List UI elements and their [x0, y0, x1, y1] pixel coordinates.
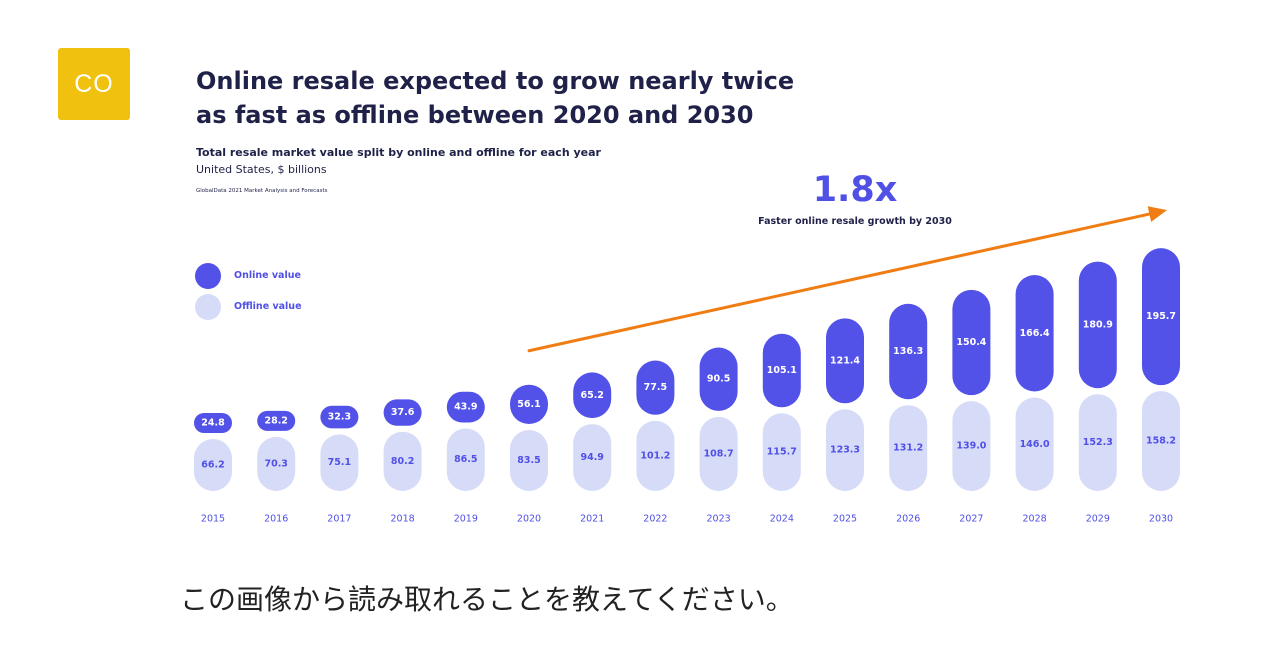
chart-subtitle: Total resale market value split by onlin…	[196, 146, 601, 159]
bar-offline-2029	[1078, 394, 1117, 491]
bar-online-2027	[952, 289, 991, 396]
bar-online-2020	[510, 384, 548, 425]
x-tick-2018: 2018	[391, 514, 415, 525]
legend-label-offline: Offline value	[234, 301, 302, 312]
label-online-2025: 121.4	[830, 355, 860, 366]
label-offline-2024: 115.7	[767, 447, 797, 458]
label-offline-2030: 158.2	[1146, 436, 1176, 447]
label-online-2018: 37.6	[391, 407, 415, 418]
x-tick-2030: 2030	[1149, 514, 1173, 525]
bar-online-2028	[1015, 275, 1054, 392]
label-offline-2022: 101.2	[640, 450, 670, 461]
bar-offline-2028	[1015, 397, 1054, 491]
x-tick-2023: 2023	[707, 514, 731, 525]
bar-online-2023	[699, 347, 738, 411]
label-online-2021: 65.2	[580, 390, 603, 401]
label-online-2028: 166.4	[1020, 328, 1050, 339]
label-offline-2015: 66.2	[201, 460, 224, 471]
bar-online-2029	[1078, 261, 1117, 389]
label-offline-2029: 152.3	[1083, 437, 1113, 448]
growth-multiplier: 1.8x	[812, 170, 898, 210]
bar-online-2017	[320, 405, 359, 429]
bar-online-2030	[1142, 248, 1180, 386]
chart-source: GlobalData 2021 Market Analysis and Fore…	[196, 188, 328, 194]
user-question: この画像から読み取れることを教えてください。	[180, 583, 794, 616]
bar-offline-2024	[762, 413, 801, 491]
label-offline-2025: 123.3	[830, 445, 860, 456]
x-tick-2019: 2019	[454, 514, 478, 525]
bar-offline-2020	[510, 430, 548, 491]
bar-online-2015	[194, 413, 232, 433]
label-online-2016: 28.2	[264, 415, 287, 426]
label-online-2017: 32.3	[328, 412, 351, 423]
legend-label-online: Online value	[234, 270, 301, 281]
label-online-2023: 90.5	[707, 374, 730, 385]
x-tick-2029: 2029	[1086, 514, 1110, 525]
label-online-2030: 195.7	[1146, 311, 1176, 322]
label-offline-2023: 108.7	[704, 448, 734, 459]
x-tick-2026: 2026	[896, 514, 920, 525]
bar-online-2024	[762, 333, 801, 408]
bar-offline-2027	[952, 401, 991, 491]
label-online-2019: 43.9	[454, 402, 477, 413]
label-offline-2019: 86.5	[454, 454, 477, 465]
x-tick-2016: 2016	[264, 514, 288, 525]
x-tick-2021: 2021	[580, 514, 604, 525]
label-online-2015: 24.8	[201, 418, 225, 429]
bar-online-2026	[889, 303, 928, 400]
bar-offline-2025	[826, 409, 864, 491]
x-tick-2028: 2028	[1023, 514, 1047, 525]
bar-online-2022	[636, 360, 675, 415]
label-offline-2020: 83.5	[517, 455, 540, 466]
bar-offline-2030	[1142, 391, 1180, 491]
label-online-2022: 77.5	[644, 382, 667, 393]
label-offline-2021: 94.9	[580, 452, 603, 463]
chart-units: United States, $ billions	[196, 163, 327, 176]
bar-offline-2018	[383, 431, 422, 491]
label-offline-2016: 70.3	[264, 458, 287, 469]
bar-online-2021	[573, 372, 612, 419]
bar-offline-2017	[320, 434, 359, 491]
x-tick-2027: 2027	[959, 514, 983, 525]
label-offline-2017: 75.1	[328, 457, 351, 468]
bar-online-2025	[826, 318, 864, 404]
label-offline-2018: 80.2	[391, 456, 414, 467]
label-offline-2026: 131.2	[893, 443, 923, 454]
bar-offline-2021	[573, 424, 612, 491]
x-tick-2015: 2015	[201, 514, 225, 525]
legend-swatch-online	[195, 263, 221, 289]
user-avatar: CO	[58, 48, 130, 120]
bar-offline-2019	[446, 428, 485, 491]
label-online-2027: 150.4	[956, 337, 986, 348]
label-offline-2028: 146.0	[1020, 439, 1050, 450]
bar-offline-2015	[194, 439, 232, 491]
bar-online-2016	[257, 410, 296, 431]
legend-swatch-offline	[195, 294, 221, 320]
x-tick-2025: 2025	[833, 514, 857, 525]
label-online-2020: 56.1	[517, 399, 540, 410]
x-tick-2022: 2022	[643, 514, 667, 525]
growth-caption: Faster online resale growth by 2030	[758, 216, 952, 227]
label-online-2029: 180.9	[1083, 319, 1113, 330]
bar-offline-2023	[699, 416, 738, 491]
trend-arrow-head	[1147, 206, 1167, 222]
bar-offline-2016	[257, 436, 296, 491]
bar-offline-2026	[889, 405, 928, 491]
x-tick-2020: 2020	[517, 514, 541, 525]
x-tick-2024: 2024	[770, 514, 794, 525]
bar-online-2018	[383, 399, 422, 426]
chart-title: Online resale expected to grow nearly tw…	[196, 67, 795, 129]
trend-arrow-line	[527, 212, 1151, 353]
bar-online-2019	[446, 391, 485, 423]
label-online-2024: 105.1	[767, 365, 797, 376]
x-tick-2017: 2017	[327, 514, 351, 525]
label-online-2026: 136.3	[893, 346, 923, 357]
bar-offline-2022	[636, 420, 675, 491]
label-offline-2027: 139.0	[956, 441, 986, 452]
